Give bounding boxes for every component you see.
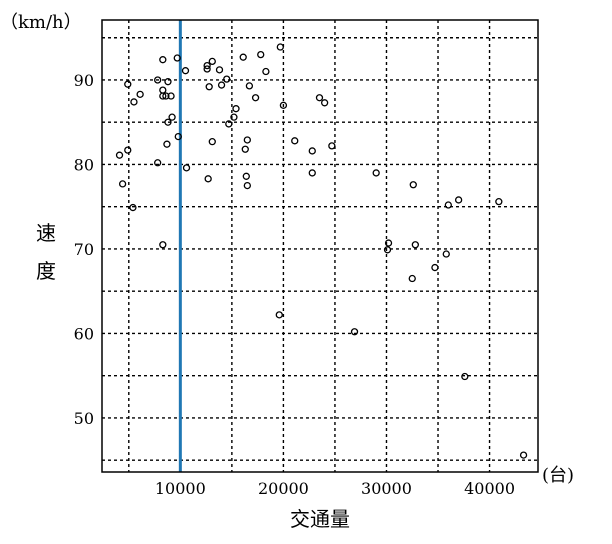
data-point: [154, 76, 162, 84]
data-point: [411, 241, 419, 249]
y-tick-label: 90: [74, 71, 94, 90]
data-point: [384, 239, 393, 247]
data-point: [167, 92, 175, 100]
data-point: [442, 250, 450, 258]
data-point: [124, 80, 132, 88]
data-point: [130, 98, 138, 106]
data-point: [163, 140, 171, 148]
data-point: [159, 86, 167, 94]
data-point: [154, 159, 162, 167]
data-point: [409, 181, 417, 189]
data-point: [182, 164, 191, 172]
x-axis-label: 交通量: [290, 507, 350, 531]
data-point: [461, 372, 469, 381]
data-point: [454, 196, 463, 204]
data-point: [164, 118, 172, 126]
data-point: [275, 311, 283, 319]
data-point: [129, 203, 137, 212]
data-point: [257, 50, 265, 59]
data-point: [372, 169, 380, 177]
y-axis-label-2: 度: [36, 259, 56, 283]
data-point: [328, 142, 336, 150]
data-point: [431, 263, 439, 272]
data-point: [168, 113, 176, 121]
data-point: [173, 54, 181, 62]
data-point: [181, 67, 190, 75]
data-point: [408, 274, 416, 283]
data-point: [162, 92, 170, 100]
data-point: [225, 120, 233, 128]
data-point: [115, 151, 124, 159]
data-point: [291, 137, 299, 145]
y-tick-label: 80: [74, 155, 94, 174]
data-point: [203, 61, 211, 70]
data-point: [243, 136, 251, 144]
data-point: [215, 66, 224, 74]
x-tick-label: 10000: [155, 479, 206, 498]
data-point: [315, 94, 324, 102]
data-point: [223, 75, 231, 83]
data-point: [279, 101, 288, 109]
grid: [102, 20, 538, 472]
y-ticks: 50 60 70 80 90: [74, 71, 94, 428]
data-point: [276, 43, 284, 51]
data-point: [350, 328, 359, 336]
data-point: [174, 132, 182, 141]
data-point: [308, 147, 316, 155]
data-point: [204, 175, 212, 183]
data-point: [205, 83, 213, 91]
data-point: [124, 146, 132, 154]
data-point: [251, 94, 260, 102]
data-point: [118, 180, 127, 188]
data-point: [308, 169, 316, 177]
x-tick-label: 40000: [464, 479, 515, 498]
points: [115, 43, 528, 459]
data-point: [217, 81, 226, 89]
data-point: [232, 105, 240, 113]
y-tick-label: 60: [74, 324, 94, 343]
data-point: [495, 197, 503, 206]
data-point: [159, 241, 167, 249]
y-tick-label: 70: [74, 240, 94, 259]
x-tick-label: 30000: [361, 479, 412, 498]
data-point: [262, 67, 270, 76]
data-point: [242, 172, 250, 180]
data-point: [203, 65, 211, 73]
data-point: [159, 56, 167, 64]
data-point: [519, 451, 528, 459]
data-point: [243, 181, 251, 190]
data-point: [136, 90, 144, 98]
x-tick-label: 20000: [258, 479, 309, 498]
plot-frame: [101, 19, 539, 473]
y-tick-label: 50: [74, 409, 94, 428]
data-point: [241, 145, 249, 153]
data-point: [208, 57, 216, 66]
x-unit: (台): [542, 465, 574, 486]
y-unit: （km/h）: [0, 12, 82, 33]
data-point: [245, 82, 254, 90]
data-point: [164, 78, 172, 86]
x-ticks: 10000 20000 30000 40000: [155, 479, 515, 498]
data-point: [383, 246, 392, 254]
data-point: [239, 53, 247, 61]
data-point: [444, 201, 452, 209]
data-point: [320, 99, 329, 107]
data-point: [230, 113, 238, 121]
data-point: [208, 138, 216, 146]
y-axis-label-1: 速: [36, 221, 56, 245]
